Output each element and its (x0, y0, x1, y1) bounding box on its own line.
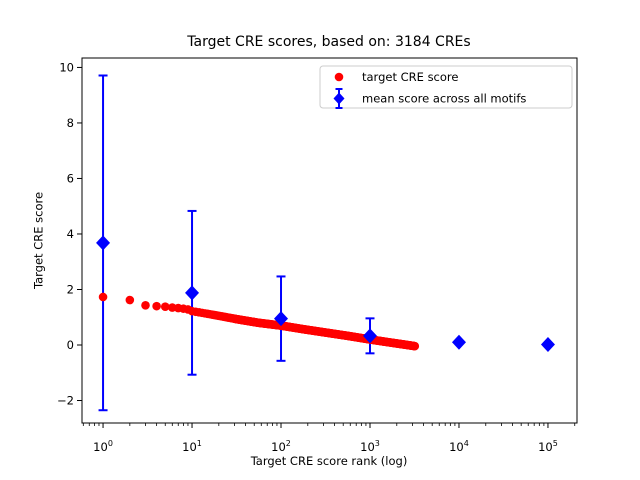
mean-errorbars (98, 74, 553, 412)
y-tick-label: 2 (67, 282, 74, 296)
y-tick-label: 10 (59, 60, 74, 74)
y-tick-label: 4 (67, 227, 74, 241)
y-tick-label: 0 (67, 338, 74, 352)
target-score-dots (98, 292, 420, 351)
x-tick-label: 104 (449, 439, 469, 454)
x-tick-label: 105 (538, 439, 558, 454)
y-tick-label: −2 (57, 394, 74, 408)
mean-diamonds (96, 235, 555, 352)
legend-marker-circle (334, 72, 344, 82)
plot-area: 100 101 102 103 104 105 −2 0 2 4 6 8 10 target CRE sc… (57, 57, 578, 454)
legend: target CRE score mean score across all mo… (319, 65, 573, 109)
y-axis-label: Target CRE score (32, 192, 46, 290)
x-axis: 100 101 102 103 104 105 (82, 423, 576, 454)
x-tick-label: 102 (271, 439, 291, 454)
x-tick-label: 101 (182, 439, 202, 454)
y-tick-label: 6 (67, 171, 74, 185)
x-tick-label: 100 (93, 439, 113, 454)
x-tick-label: 103 (360, 439, 380, 454)
y-tick-label: 8 (67, 116, 74, 130)
legend-label-mean: mean score across all motifs (362, 92, 526, 106)
x-axis-label: Target CRE score rank (log) (250, 454, 408, 468)
legend-label-target: target CRE score (362, 70, 458, 84)
y-axis: −2 0 2 4 6 8 10 (57, 60, 82, 408)
chart-title: Target CRE scores, based on: 3184 CREs (186, 34, 470, 50)
axes-frame (81, 57, 578, 424)
